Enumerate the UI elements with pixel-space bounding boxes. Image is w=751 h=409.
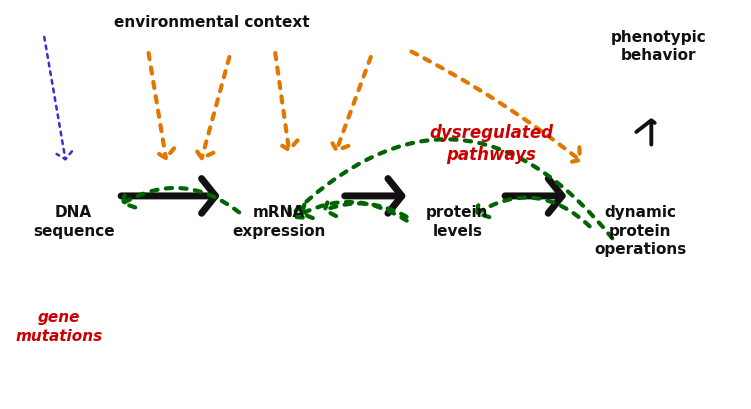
Text: gene
mutations: gene mutations (15, 309, 102, 343)
Text: phenotypic
behavior: phenotypic behavior (611, 30, 707, 63)
Text: DNA
sequence: DNA sequence (33, 204, 114, 238)
Text: dynamic
protein
operations: dynamic protein operations (594, 204, 686, 256)
Text: protein
levels: protein levels (427, 204, 489, 238)
Text: mRNA
expression: mRNA expression (232, 204, 325, 238)
Text: environmental context: environmental context (113, 15, 309, 30)
Text: dysregulated
pathways: dysregulated pathways (429, 124, 553, 164)
